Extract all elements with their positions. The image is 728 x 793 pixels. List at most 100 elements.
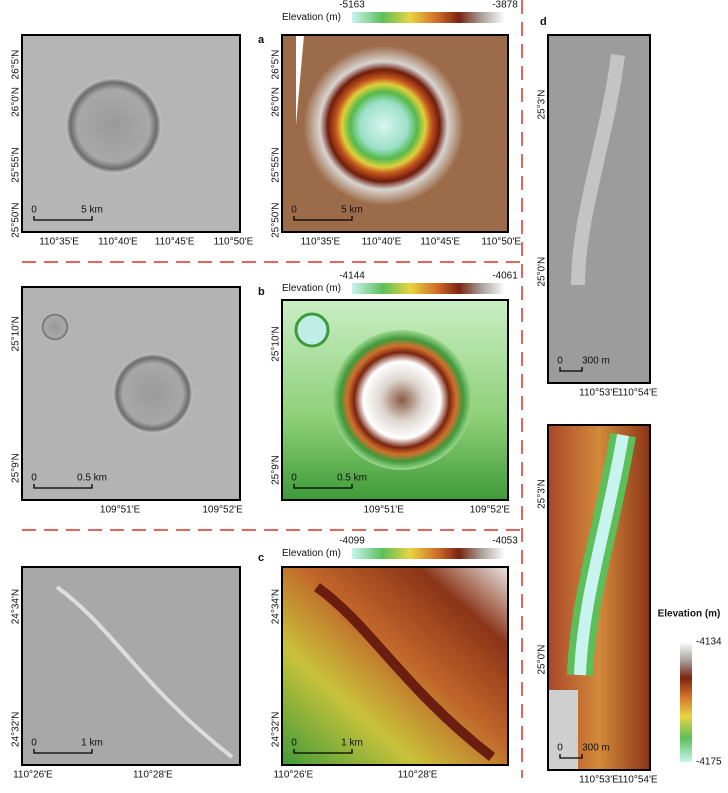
x-tick-label: 110°53'E [579,388,619,399]
panel-letter: c [258,552,264,564]
colorbar-title: Elevation (m) [282,548,341,559]
y-tick-label: 26°5'N [11,50,22,80]
x-tick-label: 110°35'E [39,237,79,248]
crater [65,77,162,174]
x-tick-label: 110°54'E [618,388,658,399]
y-tick-label: 24°34'N [271,589,282,624]
image-background [548,35,650,383]
image-frame [21,566,241,766]
scale-start: 0 [31,738,37,749]
panel: a 26°5'N 26°0'N 25°55'N 25°50'N 110°35'E 110°4… [11,0,522,248]
scale-end: 5 km [81,205,103,216]
x-tick-label: 110°26'E [13,770,53,781]
crater-small [294,312,330,348]
crater-small [41,313,69,341]
x-tick-label: 110°50'E [214,237,254,248]
colorbar-max: -4134 [696,637,722,648]
crater [331,330,472,470]
scale-end: 0.5 km [337,473,367,484]
scale-start: 0 [557,743,563,754]
y-tick-label: 26°5'N [271,50,282,80]
y-tick-label: 25°10'N [271,326,282,361]
y-tick-label: 25°3'N [537,90,548,120]
x-tick-label: 109°52'E [202,505,243,516]
colorbar-title: Elevation (m) [282,12,341,23]
y-tick-label: 26°0'N [11,87,22,117]
scale-end: 0.5 km [77,473,107,484]
scale-bar [293,749,353,754]
scale-start: 0 [291,205,297,216]
x-tick-label: 110°26'E [273,770,313,781]
colorbar-title: Elevation (m) [282,283,341,294]
colorbar [352,12,505,23]
image-frame [281,299,509,501]
scale-start: 0 [291,738,297,749]
y-tick-label: 25°3'N [537,479,548,509]
y-tick-label: 24°32'N [271,712,282,747]
colorbar-min: -4099 [339,536,365,547]
scale-bar [33,749,93,754]
scale-bar [33,484,93,489]
x-tick-label: 110°53'E [579,775,619,786]
y-tick-label: 24°32'N [11,712,22,747]
x-tick-label: 110°28'E [133,770,173,781]
colorbar-min: -4175 [696,757,722,768]
y-tick-label: 26°0'N [271,87,282,117]
y-tick-label: 25°0'N [537,257,548,287]
crater [112,353,193,434]
x-tick-label: 110°40'E [98,237,138,248]
panel-letter: b [258,286,265,298]
y-tick-label: 25°9'N [271,455,282,485]
x-tick-label: 109°52'E [470,505,511,516]
x-tick-label: 110°50'E [481,237,521,248]
scale-start: 0 [291,473,297,484]
x-tick-label: 110°45'E [420,237,460,248]
colorbar-min: -5163 [339,0,365,11]
scale-end: 1 km [341,738,363,749]
dividers [22,0,523,778]
scale-end: 300 m [582,743,610,754]
scale-bar [559,754,583,759]
channel [314,582,496,761]
image-frame [21,286,241,501]
image-frame [21,34,241,233]
x-tick-label: 110°28'E [398,770,438,781]
channel [571,54,625,286]
y-tick-label: 25°55'N [271,147,282,182]
image-frame [547,424,651,771]
scale-end: 1 km [81,738,103,749]
colorbar [352,548,505,559]
y-tick-label: 24°34'N [11,589,22,624]
y-tick-label: 25°10'N [11,316,22,351]
data-gap [296,35,304,125]
image-frame [281,34,509,233]
panel: c 24°34'N 24°32'N 110°26'E 110°28'E 0 1 km 24°3… [11,536,519,781]
colorbar [680,642,692,762]
y-tick-label: 25°0'N [537,645,548,675]
x-tick-label: 109°51'E [364,505,405,516]
scale-bar [559,367,583,372]
scale-start: 0 [557,356,563,367]
high-ground [548,690,578,770]
scale-start: 0 [31,205,37,216]
scale-end: 300 m [582,356,610,367]
x-tick-label: 110°40'E [362,237,402,248]
image-frame [547,34,651,384]
channel [574,434,629,676]
y-tick-label: 25°50'N [271,202,282,237]
colorbar [352,283,505,294]
colorbar-max: -4061 [492,271,518,282]
scale-bar [33,216,93,221]
panel-letter: a [258,34,265,46]
y-tick-label: 25°55'N [11,147,22,182]
x-tick-label: 110°35'E [301,237,341,248]
scale-bar [293,216,353,221]
scale-end: 5 km [341,205,363,216]
y-tick-label: 25°9'N [11,453,22,483]
scale-start: 0 [31,473,37,484]
channel [55,585,234,759]
x-tick-label: 110°45'E [155,237,195,248]
